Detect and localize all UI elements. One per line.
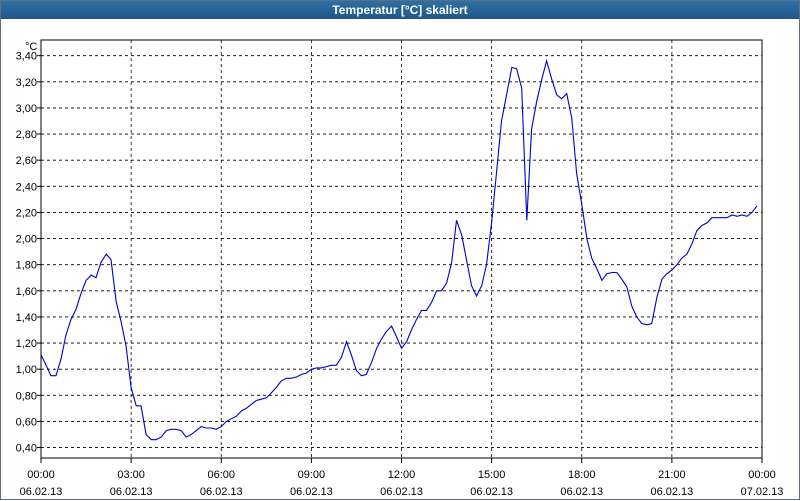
- x-tick-time-label: 12:00: [388, 469, 416, 481]
- y-tick-label: 3,20: [16, 77, 37, 89]
- y-tick-label: 0,60: [16, 416, 37, 428]
- window-title: Temperatur [°C] skaliert: [1, 1, 799, 19]
- y-tick-label: 1,40: [16, 312, 37, 324]
- grid: [41, 40, 762, 458]
- x-tick-date-label: 06.02.13: [380, 486, 423, 498]
- x-tick-date-label: 06.02.13: [650, 486, 693, 498]
- x-tick-time-label: 03:00: [117, 469, 145, 481]
- x-tick-time-label: 21:00: [658, 469, 686, 481]
- x-tick-date-label: 06.02.13: [470, 486, 513, 498]
- x-tick-time-label: 00:00: [27, 469, 55, 481]
- y-tick-label: 3,40: [16, 51, 37, 63]
- x-tick-date-label: 06.02.13: [20, 486, 63, 498]
- y-axis-unit-label: °C: [25, 41, 37, 53]
- x-axis-ticks: 00:00 06.02.13 03:00 06.02.13 06:00 06.02.13 0…: [20, 458, 784, 498]
- x-tick-time-label: 09:00: [298, 469, 326, 481]
- y-tick-label: 2,00: [16, 234, 37, 246]
- x-tick-time-label: 18:00: [568, 469, 596, 481]
- x-tick-date-label: 06.02.13: [110, 486, 153, 498]
- y-tick-label: 1,20: [16, 338, 37, 350]
- temperature-series-line: [40, 58, 758, 441]
- x-tick-time-label: 15:00: [478, 469, 506, 481]
- y-tick-label: 1,80: [16, 260, 37, 272]
- x-tick-date-label: 07.02.13: [741, 486, 784, 498]
- y-tick-label: 3,00: [16, 103, 37, 115]
- x-tick-date-label: 06.02.13: [560, 486, 603, 498]
- y-tick-label: 0,80: [16, 390, 37, 402]
- y-tick-label: 0,40: [16, 443, 37, 455]
- y-tick-label: 2,60: [16, 155, 37, 167]
- y-tick-label: 1,60: [16, 286, 37, 298]
- y-tick-label: 2,20: [16, 207, 37, 219]
- y-tick-label: 2,40: [16, 181, 37, 193]
- y-tick-label: 1,00: [16, 364, 37, 376]
- x-tick-time-label: 00:00: [748, 469, 776, 481]
- y-tick-label: 2,80: [16, 129, 37, 141]
- x-tick-date-label: 06.02.13: [290, 486, 333, 498]
- x-tick-time-label: 06:00: [207, 469, 235, 481]
- x-tick-date-label: 06.02.13: [200, 486, 243, 498]
- y-axis-ticks: 0,40 0,60 0,80 1,00 1,20 1,40 1,60 1,80 2,00 2,20…: [16, 51, 41, 455]
